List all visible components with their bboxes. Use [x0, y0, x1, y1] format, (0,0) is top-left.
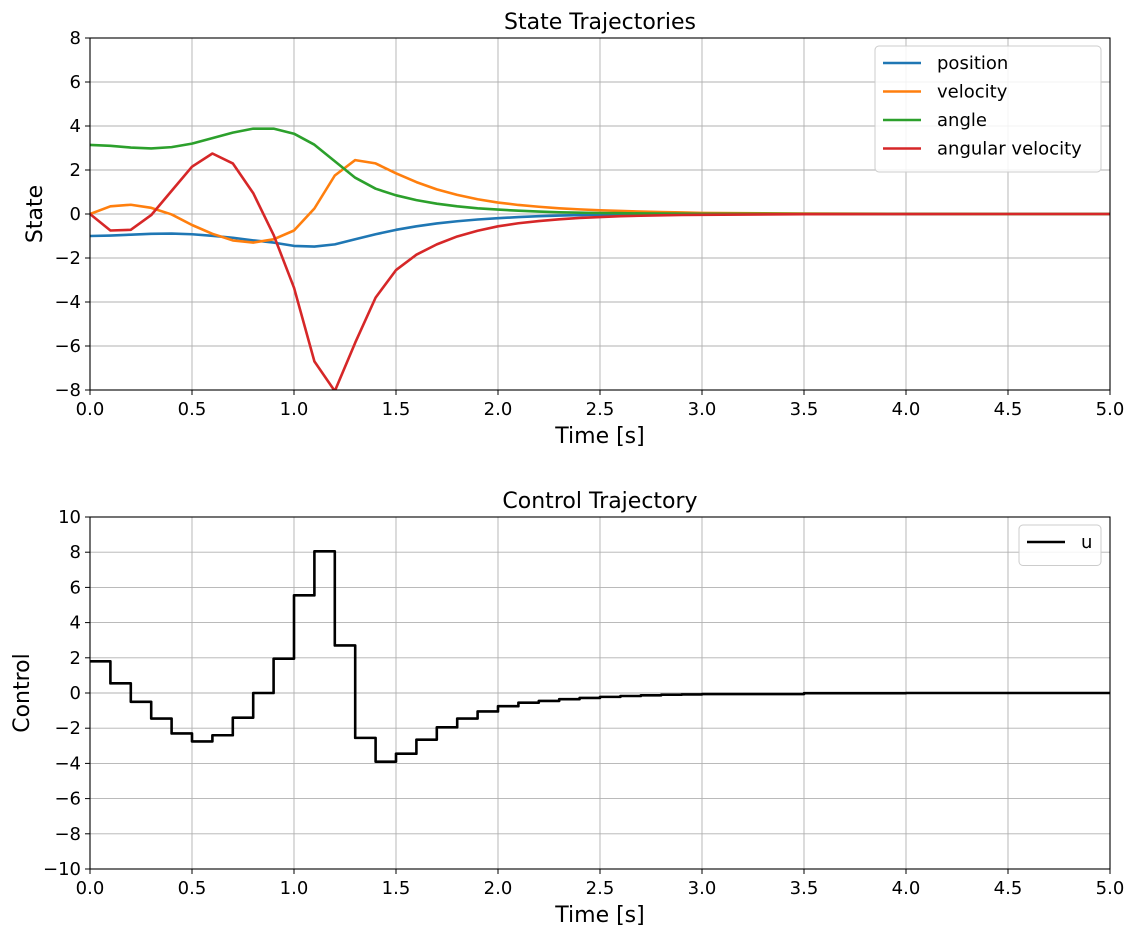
y-tick-label: 4 [70, 613, 81, 634]
x-tick-label: 1.5 [382, 399, 411, 420]
x-tick-label: 2.0 [484, 399, 513, 420]
x-tick-label: 1.0 [280, 399, 309, 420]
x-tick-label: 3.0 [688, 399, 717, 420]
y-tick-label: −4 [54, 753, 81, 774]
y-tick-label: −8 [54, 380, 81, 401]
x-tick-label: 4.0 [892, 878, 921, 899]
x-tick-label: 4.5 [994, 399, 1023, 420]
legend: position velocity angle angular velocity [874, 45, 1102, 173]
chart-title: State Trajectories [504, 10, 696, 35]
y-tick-label: −4 [54, 292, 81, 313]
x-tick-label: 2.5 [586, 878, 615, 899]
x-tick-label: 0.0 [76, 399, 105, 420]
y-tick-label: 6 [70, 72, 81, 93]
y-tick-label: 8 [70, 542, 81, 563]
series-line-angular-velocity [90, 152, 1110, 390]
axes: 0.0 0.5 1.0 1.5 2.0 2.5 3.0 3.5 4.0 4.5 5.0 −8 −6 −4 −… [54, 28, 1124, 420]
x-tick-label: 3.0 [688, 878, 717, 899]
x-tick-label: 1.5 [382, 878, 411, 899]
x-tick-label: 5.0 [1096, 399, 1125, 420]
axes: 0.0 0.5 1.0 1.5 2.0 2.5 3.0 3.5 4.0 4.5 5.0 −10 −8 −6… [43, 507, 1124, 899]
x-axis-label: Time [s] [554, 424, 644, 449]
series-line-angle [90, 127, 1110, 216]
chart-title: Control Trajectory [502, 489, 697, 514]
x-axis-label: Time [s] [554, 903, 644, 928]
y-tick-label: 8 [70, 28, 81, 49]
state-trajectories-chart: State Trajectories 0.0 0.5 1.0 1.5 2.0 2.5 3.0… [23, 10, 1124, 449]
y-axis-label: State [23, 185, 48, 243]
y-axis-label: Control [10, 653, 35, 733]
y-tick-label: 4 [70, 116, 81, 137]
x-tick-label: 3.5 [790, 878, 819, 899]
x-tick-label: 2.5 [586, 399, 615, 420]
y-tick-label: 2 [70, 160, 81, 181]
y-tick-label: −10 [43, 859, 81, 880]
legend-label: u [1081, 532, 1092, 553]
x-tick-label: 2.0 [484, 878, 513, 899]
y-tick-label: −6 [54, 789, 81, 810]
y-tick-label: 2 [70, 648, 81, 669]
legend-box [874, 45, 1102, 173]
x-tick-label: 4.0 [892, 399, 921, 420]
x-tick-label: 0.5 [178, 399, 207, 420]
y-tick-label: −6 [54, 336, 81, 357]
legend-label: angular velocity [937, 139, 1082, 160]
series-lines [90, 550, 1110, 763]
series-line-u [90, 550, 1110, 763]
x-tick-label: 0.5 [178, 878, 207, 899]
legend-label: angle [937, 110, 987, 131]
legend-box [1018, 524, 1102, 566]
control-trajectory-chart: Control Trajectory 0.0 0.5 1.0 1.5 2.0 2.5 3.0… [10, 489, 1124, 928]
x-tick-label: 4.5 [994, 878, 1023, 899]
x-tick-label: 0.0 [76, 878, 105, 899]
y-tick-label: −2 [54, 718, 81, 739]
y-tick-label: −8 [54, 824, 81, 845]
legend-label: velocity [937, 82, 1008, 103]
x-tick-label: 1.0 [280, 878, 309, 899]
x-tick-label: 5.0 [1096, 878, 1125, 899]
series-line-velocity [90, 158, 1110, 244]
legend-label: position [937, 53, 1008, 74]
y-tick-label: 6 [70, 577, 81, 598]
y-tick-label: 0 [70, 683, 81, 704]
legend: u [1018, 524, 1102, 566]
x-tick-label: 3.5 [790, 399, 819, 420]
y-tick-label: 0 [70, 204, 81, 225]
series-lines [90, 127, 1110, 390]
y-tick-label: 10 [58, 507, 81, 528]
y-tick-label: −2 [54, 248, 81, 269]
